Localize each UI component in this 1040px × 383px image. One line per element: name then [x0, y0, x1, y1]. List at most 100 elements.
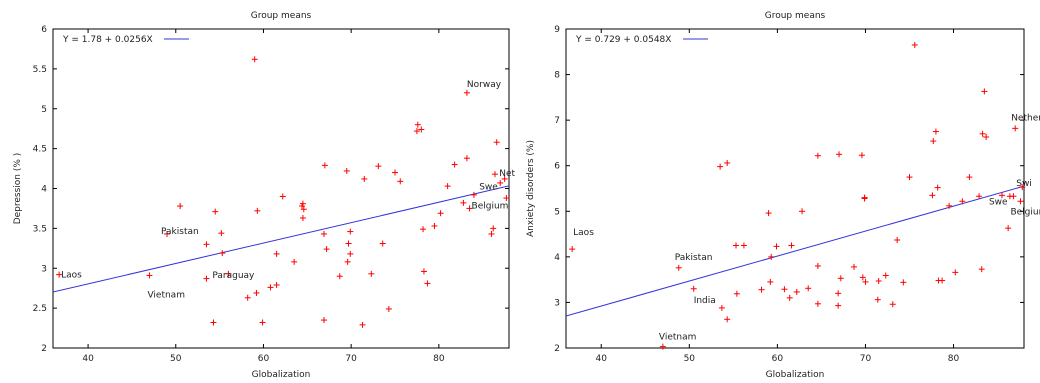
data-point — [420, 226, 427, 233]
data-point — [320, 317, 327, 324]
data-point — [463, 89, 470, 96]
data-point — [862, 278, 869, 285]
data-point — [437, 210, 444, 217]
data-point — [251, 56, 258, 63]
data-point — [177, 203, 184, 210]
data-point — [444, 183, 451, 190]
data-point — [210, 319, 217, 326]
data-point — [344, 258, 351, 265]
y-tick-label: 5 — [554, 207, 560, 217]
data-point — [273, 250, 280, 257]
data-point — [323, 246, 330, 253]
data-point — [321, 162, 328, 169]
data-point — [930, 138, 937, 145]
data-point — [724, 316, 731, 323]
x-axis-label: Globalization — [252, 370, 311, 380]
point-annotation: Swe — [479, 182, 498, 192]
chart-title: Group means — [251, 11, 312, 21]
data-point — [375, 163, 382, 170]
data-point — [368, 270, 375, 277]
data-point — [460, 199, 467, 206]
data-point — [320, 230, 327, 237]
data-point — [470, 191, 477, 198]
y-tick-label: 7 — [554, 116, 560, 126]
y-tick-label: 9 — [554, 25, 560, 35]
data-point — [347, 250, 354, 257]
data-point — [675, 264, 682, 271]
data-point — [906, 174, 913, 181]
point-annotation: Norway — [467, 80, 502, 90]
point-annotation: Vietnam — [659, 333, 697, 343]
point-annotation: Pakistan — [161, 227, 199, 237]
data-point — [859, 274, 866, 281]
depression-panel: 2 2.5 3 3.5 4 4.5 5 5.5 6 40 50 60 70 80 Group means Gl… — [13, 11, 516, 380]
data-point — [836, 151, 843, 158]
point-annotation: Pakistan — [675, 253, 713, 263]
data-point — [203, 275, 210, 282]
x-tick-label: 60 — [258, 354, 270, 364]
data-point — [966, 174, 973, 181]
data-point — [983, 134, 990, 141]
data-point — [858, 152, 865, 159]
data-point — [732, 242, 739, 249]
y-tick-label: 2 — [41, 344, 47, 354]
y-tick-label: 5 — [41, 105, 47, 115]
data-point — [805, 285, 812, 292]
y-tick-label: 3 — [554, 298, 560, 308]
data-point — [981, 88, 988, 95]
data-point — [491, 171, 498, 178]
data-point — [758, 286, 765, 293]
data-point — [874, 296, 881, 303]
data-point — [765, 210, 772, 217]
y-tick-label: 2 — [554, 344, 560, 354]
data-point — [998, 192, 1005, 199]
data-point — [889, 301, 896, 308]
x-tick-label: 50 — [170, 354, 182, 364]
data-point — [501, 175, 508, 182]
data-point — [718, 304, 725, 311]
data-point — [212, 208, 219, 215]
regression-line — [53, 185, 509, 293]
data-point — [835, 290, 842, 297]
x-tick-label: 70 — [860, 354, 872, 364]
data-point — [413, 128, 420, 135]
y-tick-label: 6 — [41, 25, 47, 35]
legend-label: Y = 0.729 + 0.0548X — [575, 35, 671, 45]
y-tick-label: 4 — [41, 185, 47, 195]
point-annotation: Laos — [573, 228, 594, 238]
data-point — [379, 240, 386, 247]
data-point — [420, 268, 427, 275]
data-point — [361, 175, 368, 182]
data-point — [740, 242, 747, 249]
x-axis-label: Globalization — [766, 370, 825, 380]
point-annotation: Laos — [61, 271, 82, 281]
data-point — [279, 193, 286, 200]
point-annotation: Vietnam — [147, 290, 185, 300]
x-tick-label: 60 — [772, 354, 784, 364]
point-annotation: Belgium — [1010, 207, 1040, 217]
data-point — [788, 242, 795, 249]
data-point — [267, 284, 274, 291]
data-point — [659, 343, 666, 350]
data-point — [359, 321, 366, 328]
data-point — [934, 184, 941, 191]
data-point — [1017, 198, 1024, 205]
data-point — [900, 279, 907, 286]
data-point — [717, 163, 724, 170]
data-point — [952, 269, 959, 276]
data-point — [1019, 184, 1026, 191]
data-point — [1012, 125, 1019, 132]
data-point — [291, 258, 298, 265]
data-point — [490, 225, 497, 232]
x-tick-label: 40 — [82, 354, 94, 364]
data-point — [299, 215, 306, 222]
point-annotation: Paraguay — [212, 271, 255, 281]
y-tick-label: 2.5 — [33, 304, 47, 314]
data-point — [690, 285, 697, 292]
data-point — [343, 167, 350, 174]
data-point — [837, 275, 844, 282]
data-point — [894, 236, 901, 243]
data-point — [254, 207, 261, 214]
data-point — [392, 169, 398, 176]
